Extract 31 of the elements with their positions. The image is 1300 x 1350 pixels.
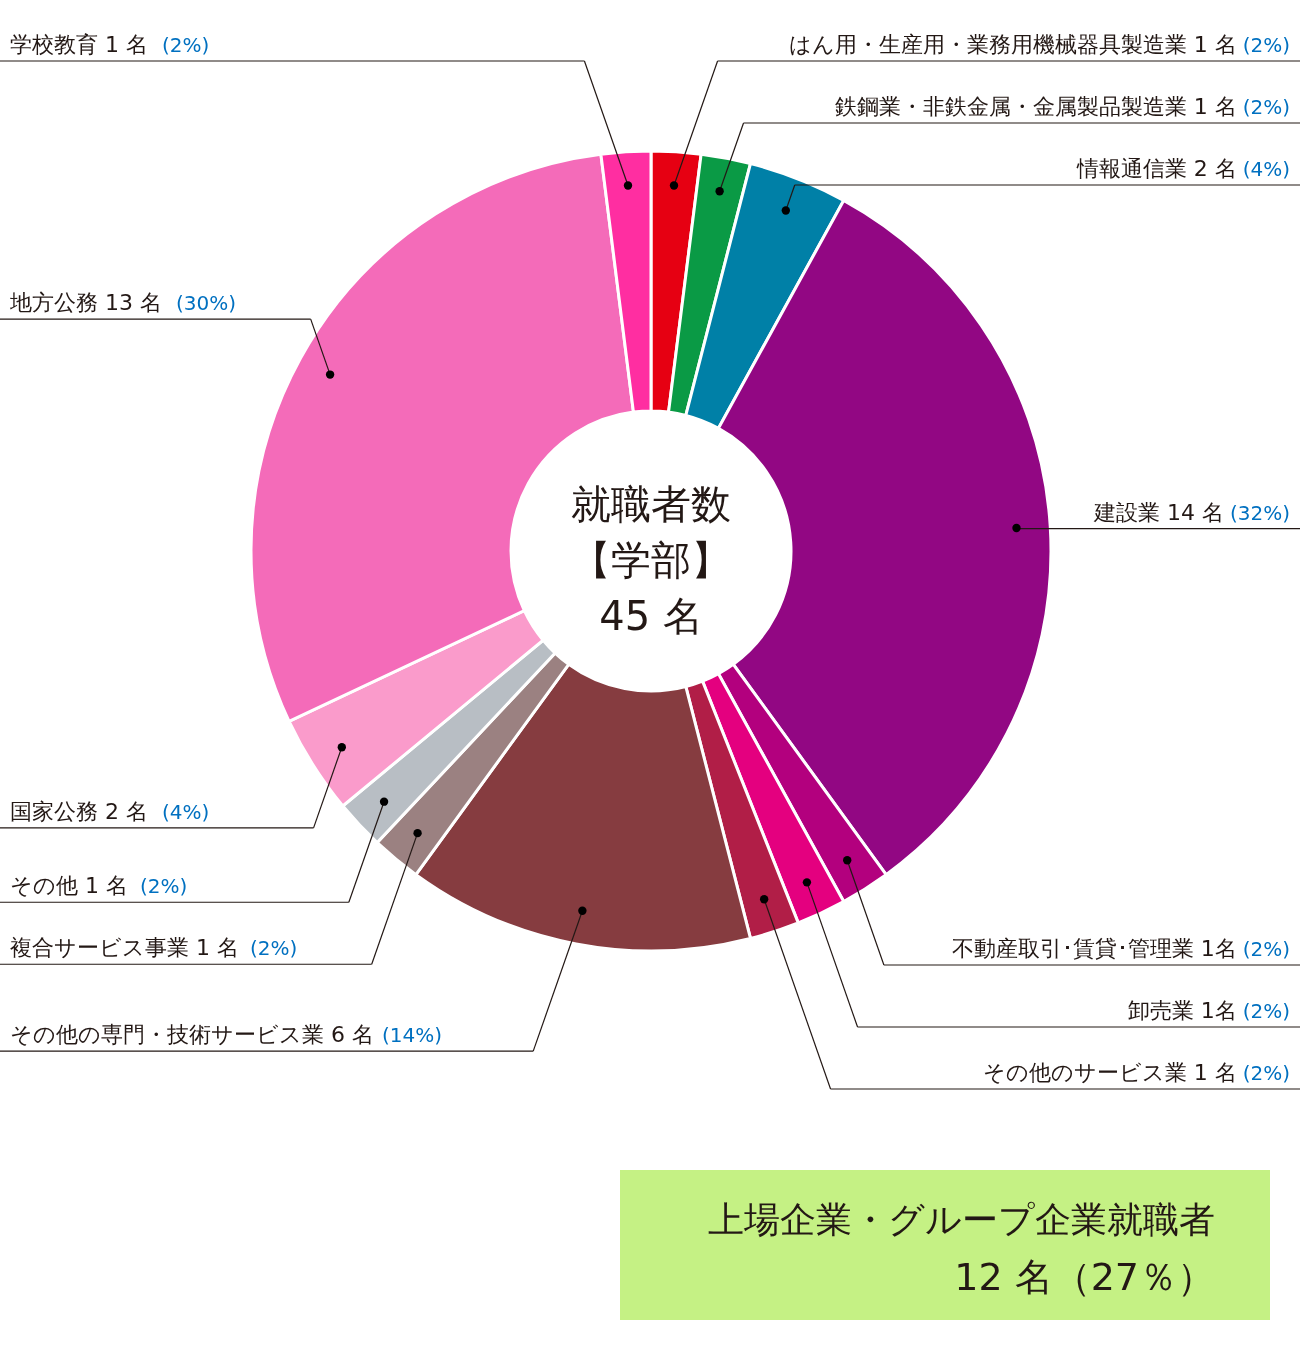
text: (2%) (1242, 94, 1290, 119)
text: (2%) (1242, 937, 1290, 961)
text: 就職者数 (571, 481, 731, 527)
category-label: 学校教育 1 名 (10, 31, 148, 57)
category-label: その他のサービス業 1 名 (982, 1060, 1237, 1085)
text: (14%) (381, 1023, 443, 1048)
category-label: その他の専門・技術サービス業 6 名 (10, 1022, 374, 1048)
text: 上場企業・グループ企業就職者 (708, 1199, 1215, 1240)
category-label: 複合サービス事業 1 名 (10, 935, 239, 961)
category-label: その他 1 名 (10, 873, 128, 899)
category-label: 情報通信業 2 名 (1076, 155, 1237, 181)
text: (2%) (1242, 1061, 1290, 1085)
text: 12 名（27％） (954, 1255, 1215, 1299)
text: 【学部】 (571, 537, 731, 583)
category-label: 建設業 14 名 (1093, 499, 1224, 525)
category-label: 不動産取引･賃貸･管理業 1名 (951, 936, 1237, 961)
text: (2%) (139, 874, 188, 899)
category-label: はん用・生産用・業務用機械器具製造業 1 名 (788, 31, 1237, 57)
text: (32%) (1229, 500, 1290, 525)
text: (30%) (175, 291, 237, 316)
text: (2%) (1242, 999, 1290, 1023)
text: (2%) (1242, 32, 1290, 57)
text: (4%) (1242, 156, 1290, 181)
category-label: 卸売業 1名 (1127, 998, 1237, 1023)
text: (2%) (161, 32, 210, 57)
text: (4%) (161, 799, 210, 824)
category-label: 地方公務 13 名 (10, 290, 162, 316)
category-label: 鉄鋼業・非鉄金属・金属製品製造業 1 名 (834, 93, 1237, 119)
category-label: 国家公務 2 名 (10, 798, 148, 824)
text: 45 名 (599, 593, 703, 639)
text: (2%) (249, 936, 298, 961)
